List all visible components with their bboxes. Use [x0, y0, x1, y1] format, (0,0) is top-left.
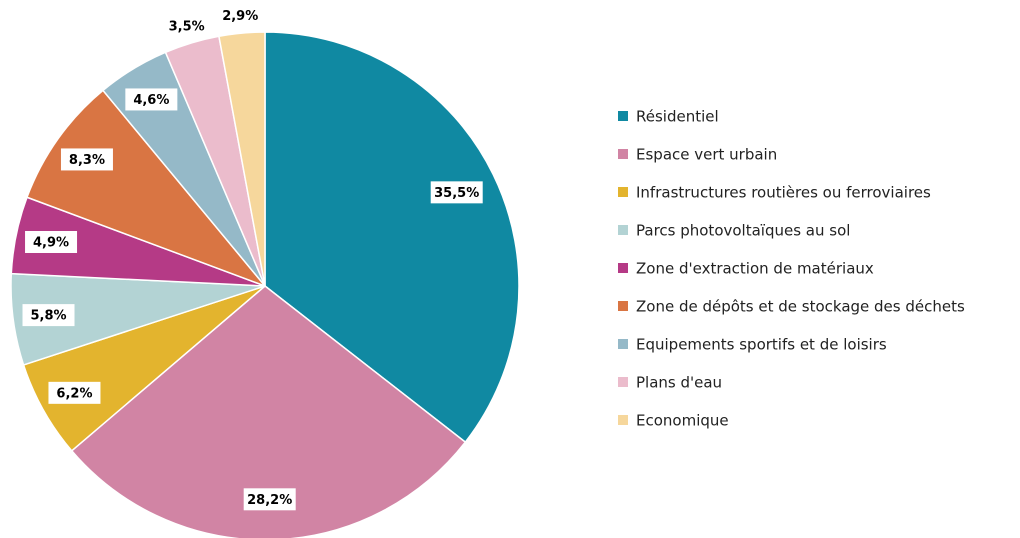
- legend-swatch: [618, 149, 628, 159]
- pie-slice: [264, 31, 520, 444]
- legend-swatch: [618, 111, 628, 121]
- data-label: 8,3%: [69, 153, 105, 168]
- legend-label: Plans d'eau: [636, 374, 722, 392]
- legend-label: Zone de dépôts et de stockage des déchet…: [636, 298, 965, 316]
- legend-swatch: [618, 415, 628, 425]
- data-label-box: [243, 488, 296, 511]
- pie-slice: [26, 89, 268, 288]
- legend-label: Equipements sportifs et de loisirs: [636, 336, 887, 354]
- legend-swatch: [618, 339, 628, 349]
- pie-slice: [218, 31, 266, 287]
- data-label: 4,6%: [133, 93, 169, 108]
- legend-label: Espace vert urbain: [636, 146, 777, 164]
- legend-label: Infrastructures routières ou ferroviaire…: [636, 184, 931, 202]
- legend-label: Parcs photovoltaïques au sol: [636, 222, 850, 240]
- data-label: 6,2%: [56, 386, 92, 401]
- legend-label: Zone d'extraction de matériaux: [636, 260, 874, 278]
- legend-swatch: [618, 225, 628, 235]
- legend-swatch: [618, 377, 628, 387]
- data-label: 35,5%: [434, 186, 479, 201]
- data-label-box: [25, 230, 78, 253]
- data-label: 28,2%: [247, 493, 292, 508]
- legend-label: Résidentiel: [636, 108, 719, 126]
- legend-swatch: [618, 263, 628, 273]
- data-label: 3,5%: [169, 19, 205, 34]
- data-label-box: [48, 381, 101, 404]
- pie-slice: [70, 285, 467, 538]
- data-label-box: [22, 304, 75, 327]
- legend-swatch: [618, 187, 628, 197]
- data-label-box: [125, 88, 178, 111]
- data-label: 5,8%: [30, 309, 66, 324]
- data-label: 4,9%: [33, 235, 69, 250]
- legend-label: Economique: [636, 412, 729, 430]
- data-label-box: [60, 148, 113, 171]
- legend-swatch: [618, 301, 628, 311]
- data-label-box: [430, 181, 483, 204]
- data-label: 2,9%: [222, 9, 258, 24]
